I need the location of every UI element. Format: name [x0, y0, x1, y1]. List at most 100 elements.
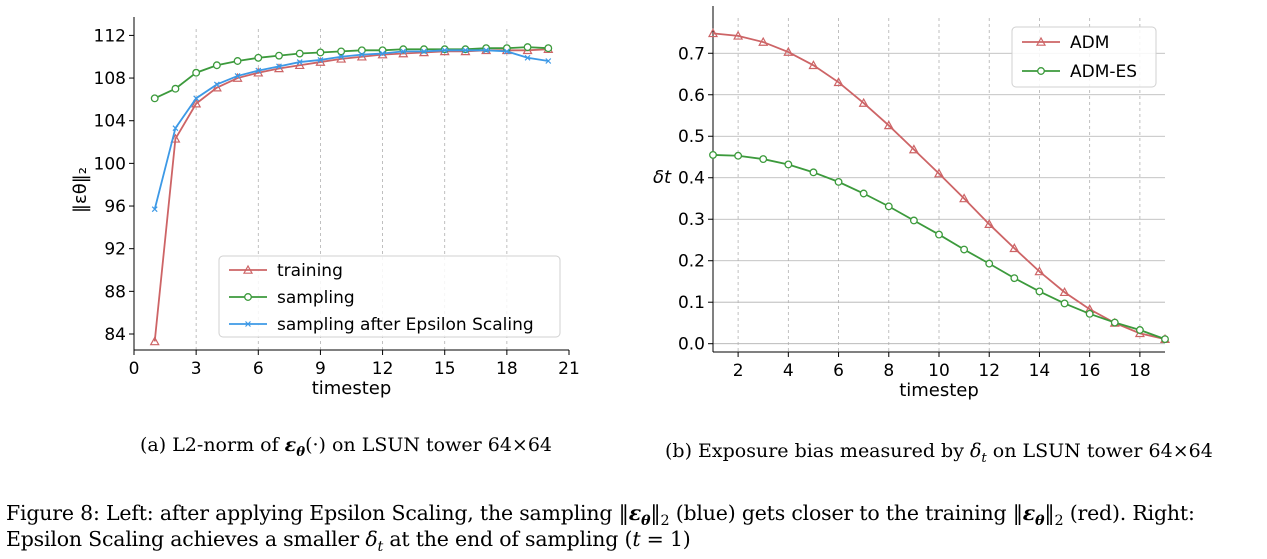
x-tick-label-3: 9 — [315, 359, 326, 379]
series-0-point-0 — [707, 28, 719, 38]
series-1 — [709, 150, 1169, 344]
y-tick-label-5: 104 — [94, 112, 126, 132]
series-2-point-9 — [338, 53, 345, 60]
x-tick-label-6: 18 — [496, 359, 518, 379]
series-2-point-0 — [151, 206, 158, 213]
chart-exposure-bias: 2 4 6 8 10 12 14 16 18 0.0 0.1 0.2 0.3 0.4 0.5 0.6 0.7 ti… — [653, 6, 1171, 401]
series-2-point-17 — [503, 48, 510, 55]
legend-marker-1 — [244, 293, 252, 301]
legend-label-2: sampling after Epsilon Scaling — [277, 315, 534, 335]
legend-label-1: ADM-ES — [1070, 62, 1137, 82]
series-1-point-12 — [1010, 274, 1019, 283]
subcaption-b-suffix: on LSUN tower 64×64 — [986, 440, 1213, 462]
y-tick-label-1: 88 — [104, 282, 126, 302]
series-2-point-14 — [441, 47, 448, 54]
norm-close-2: ‖ — [1044, 501, 1055, 525]
eps-1: ε — [628, 501, 641, 525]
series-1-point-1 — [171, 84, 180, 93]
y-tick-label-2: 92 — [104, 240, 126, 260]
legend-marker-1 — [1037, 67, 1045, 75]
series-0-point-9 — [933, 168, 945, 178]
series-1-point-14 — [440, 45, 449, 54]
sub2-1: 2 — [660, 513, 670, 530]
series-1-point-10 — [960, 245, 969, 254]
x-tick-label-1: 3 — [191, 359, 202, 379]
series-0-point-2 — [191, 98, 202, 108]
x-tick-label-8: 18 — [1129, 361, 1151, 381]
series-1-point-18 — [1161, 335, 1169, 344]
legend-marker-0 — [1035, 36, 1047, 46]
series-0-point-12 — [1009, 243, 1020, 253]
series-0-point-11 — [984, 218, 995, 229]
y-ticks: 84 88 92 96 100 104 108 112 — [94, 26, 134, 345]
figure-caption-part4: at the end of sampling ( — [383, 527, 633, 551]
series-1-point-9 — [935, 230, 943, 239]
y-tick-label-1: 0.1 — [678, 293, 705, 313]
series-2-point-2 — [193, 95, 200, 102]
delta-sub-t: t — [377, 539, 384, 556]
delta-symbol: δ — [365, 527, 378, 551]
series-0-point-1 — [733, 30, 744, 40]
series-2-point-15 — [462, 47, 469, 54]
series-0-point-7 — [883, 120, 894, 130]
legend-label-1: sampling — [277, 288, 355, 308]
series-0-point-0 — [149, 336, 160, 346]
series-1-point-2 — [192, 68, 201, 77]
series-0-point-10 — [959, 193, 970, 203]
series-line-2 — [153, 49, 549, 210]
x-tick-label-4: 12 — [372, 359, 394, 379]
series-2-point-7 — [296, 59, 303, 65]
figure-caption-part5: = 1) — [640, 527, 691, 551]
series-1-point-3 — [212, 61, 221, 70]
series-1-point-15 — [461, 45, 470, 54]
y-tick-label-3: 0.3 — [678, 210, 705, 230]
series-0-point-2 — [758, 36, 769, 46]
x-ticks: 2 4 6 8 10 12 14 16 18 — [733, 352, 1151, 381]
x-tick-label-0: 0 — [129, 359, 140, 379]
norm-open-2: ‖ — [1012, 501, 1023, 525]
x-tick-label-2: 6 — [253, 359, 264, 379]
subcaption-b: (b) Exposure bias measured by δt on LSUN… — [665, 440, 1213, 465]
y-tick-label-7: 112 — [94, 26, 126, 46]
series-0-point-8 — [908, 144, 919, 154]
series-0-point-4 — [808, 60, 819, 70]
series-0-point-14 — [1059, 287, 1070, 297]
y-tick-label-4: 0.4 — [678, 169, 705, 189]
subcaption-b-delta: δ — [969, 440, 982, 462]
x-ticks: 0 3 6 9 12 15 18 21 — [129, 350, 580, 379]
subcaption-a-theta: θ — [296, 444, 306, 460]
x-tick-label-1: 4 — [783, 361, 794, 381]
figure-caption-part2: (blue) gets closer to the training — [669, 501, 1013, 525]
x-tick-label-2: 6 — [833, 361, 844, 381]
series-1-point-7 — [295, 49, 304, 58]
sub2-2: 2 — [1054, 513, 1064, 530]
series-2-point-4 — [234, 72, 241, 79]
x-tick-label-5: 15 — [434, 359, 456, 379]
y-axis-label: δt — [653, 167, 672, 188]
x-tick-label-3: 8 — [883, 361, 894, 381]
series-1-point-1 — [734, 151, 743, 160]
x-axis-label: timestep — [312, 378, 392, 399]
series-2-point-19 — [545, 58, 552, 64]
series-1-point-9 — [337, 47, 346, 56]
series-1-point-10 — [357, 46, 366, 55]
series-1-point-6 — [859, 189, 868, 198]
legend-label-0: training — [277, 261, 343, 281]
series-1-point-0 — [150, 94, 159, 103]
series-2-point-6 — [276, 63, 282, 70]
series-0-point-13 — [1034, 266, 1045, 276]
legend: training sampling sampling after Epsilon S… — [218, 255, 561, 338]
t-variable: t — [632, 527, 641, 551]
series-2-point-8 — [317, 57, 324, 63]
x-tick-label-6: 14 — [1029, 361, 1051, 381]
legend-marker-2 — [245, 321, 251, 327]
series-1-point-7 — [884, 202, 893, 211]
figure-caption-part3: (red). Right: Epsilon Scaling achieves a… — [6, 501, 1195, 551]
series-2-point-5 — [255, 67, 262, 74]
x-tick-label-7: 21 — [558, 359, 580, 379]
series-1-point-5 — [254, 53, 263, 62]
y-tick-label-0: 0.0 — [678, 335, 705, 355]
y-tick-label-6: 108 — [94, 69, 126, 89]
legend-marker-0 — [242, 264, 254, 274]
norm-close-1: ‖ — [650, 501, 661, 525]
